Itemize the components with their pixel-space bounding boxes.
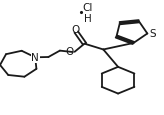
Text: S: S <box>150 29 156 39</box>
Text: O: O <box>66 47 74 57</box>
Text: O: O <box>71 25 80 34</box>
Text: Cl: Cl <box>82 3 92 13</box>
Text: N: N <box>31 53 39 63</box>
Text: H: H <box>84 13 91 23</box>
Text: N: N <box>31 53 39 63</box>
